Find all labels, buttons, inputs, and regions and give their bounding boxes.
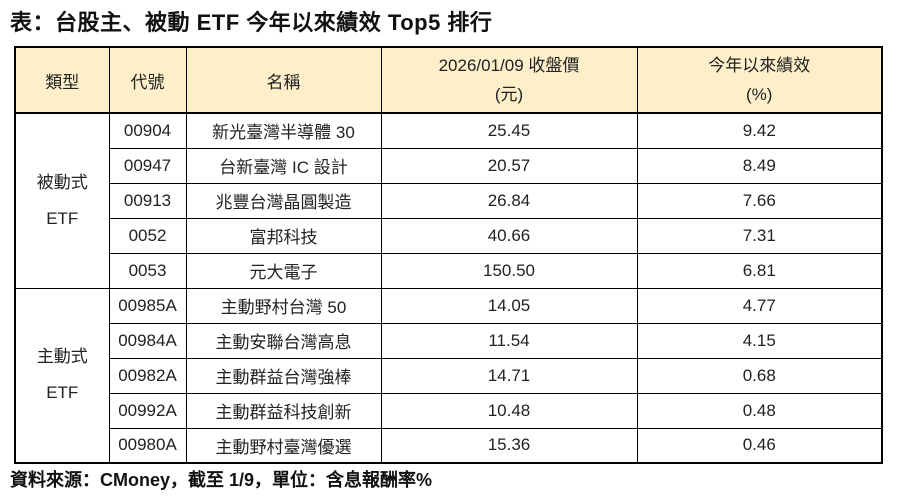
cell-name: 主動群益科技創新 bbox=[185, 392, 382, 429]
cell-price: 150.50 bbox=[380, 252, 638, 289]
header-code: 代號 bbox=[108, 46, 187, 114]
table-row: 00992A 主動群益科技創新 10.48 0.48 bbox=[15, 392, 883, 429]
cell-name: 主動野村台灣 50 bbox=[185, 287, 382, 324]
cell-name: 台新臺灣 IC 設計 bbox=[185, 147, 382, 184]
cell-name: 元大電子 bbox=[185, 252, 382, 289]
cell-code: 00913 bbox=[108, 182, 187, 219]
group-label-line1: 主動式 bbox=[36, 347, 88, 367]
cell-code: 00980A bbox=[108, 427, 187, 464]
cell-code: 0052 bbox=[108, 217, 187, 254]
cell-price: 10.48 bbox=[380, 392, 638, 429]
cell-perf: 4.15 bbox=[636, 322, 883, 359]
cell-perf: 7.66 bbox=[636, 182, 883, 219]
header-perf: 今年以來績效 (%) bbox=[636, 46, 883, 114]
cell-perf: 0.46 bbox=[636, 427, 883, 464]
cell-name: 新光臺灣半導體 30 bbox=[185, 112, 382, 149]
table-row: 00913 兆豐台灣晶圓製造 26.84 7.66 bbox=[15, 182, 883, 219]
cell-price: 14.05 bbox=[380, 287, 638, 324]
cell-name: 富邦科技 bbox=[185, 217, 382, 254]
header-perf-line1: 今年以來績效 bbox=[708, 56, 811, 75]
cell-perf: 0.48 bbox=[636, 392, 883, 429]
cell-code: 00985A bbox=[108, 287, 187, 324]
cell-price: 20.57 bbox=[380, 147, 638, 184]
table-row: 00980A 主動野村臺灣優選 15.36 0.46 bbox=[15, 427, 883, 464]
table-row: 主動式 ETF 00985A 主動野村台灣 50 14.05 4.77 bbox=[14, 287, 883, 464]
table-header-row: 類型 代號 名稱 2026/01/09 收盤價 (元) 今年以來績效 (%) bbox=[14, 46, 883, 114]
header-perf-line2: (%) bbox=[746, 85, 773, 104]
cell-price: 40.66 bbox=[380, 217, 638, 254]
cell-code: 00992A bbox=[108, 392, 187, 429]
cell-perf: 6.81 bbox=[636, 252, 883, 289]
cell-price: 11.54 bbox=[380, 322, 638, 359]
header-type: 類型 bbox=[14, 46, 110, 114]
cell-name: 主動野村臺灣優選 bbox=[185, 427, 382, 464]
group-passive-etf: 被動式 ETF bbox=[14, 112, 110, 289]
group-label-line2: ETF bbox=[46, 208, 79, 228]
table-row: 0052 富邦科技 40.66 7.31 bbox=[15, 217, 883, 254]
cell-perf: 9.42 bbox=[636, 112, 883, 149]
header-price-line2: (元) bbox=[494, 85, 524, 104]
cell-perf: 0.68 bbox=[636, 357, 883, 394]
cell-perf: 8.49 bbox=[636, 147, 883, 184]
etf-performance-table: 類型 代號 名稱 2026/01/09 收盤價 (元) 今年以來績效 (%) bbox=[14, 46, 883, 464]
cell-code: 0053 bbox=[108, 252, 187, 289]
table-row: 00947 台新臺灣 IC 設計 20.57 8.49 bbox=[15, 147, 883, 184]
cell-code: 00904 bbox=[108, 112, 187, 149]
table-row: 被動式 ETF 00904 新光臺灣半導體 30 25.45 9.42 bbox=[14, 112, 883, 289]
cell-name: 主動安聯台灣高息 bbox=[185, 322, 382, 359]
header-price-line1: 2026/01/09 收盤價 bbox=[438, 56, 580, 75]
cell-name: 主動群益台灣強棒 bbox=[185, 357, 382, 394]
cell-price: 25.45 bbox=[380, 112, 638, 149]
cell-price: 26.84 bbox=[380, 182, 638, 219]
cell-perf: 7.31 bbox=[636, 217, 883, 254]
header-price: 2026/01/09 收盤價 (元) bbox=[380, 46, 638, 114]
table-row: 00982A 主動群益台灣強棒 14.71 0.68 bbox=[15, 357, 883, 394]
cell-perf: 4.77 bbox=[636, 287, 883, 324]
cell-price: 14.71 bbox=[380, 357, 638, 394]
header-name: 名稱 bbox=[185, 46, 382, 114]
table-row: 0053 元大電子 150.50 6.81 bbox=[15, 252, 883, 289]
page-title: 表：台股主、被動 ETF 今年以來績效 Top5 排行 bbox=[10, 10, 493, 35]
group-active-etf: 主動式 ETF bbox=[14, 287, 110, 464]
group-label-line2: ETF bbox=[46, 383, 79, 403]
cell-code: 00947 bbox=[108, 147, 187, 184]
cell-name: 兆豐台灣晶圓製造 bbox=[185, 182, 382, 219]
cell-code: 00982A bbox=[108, 357, 187, 394]
cell-price: 15.36 bbox=[380, 427, 638, 464]
group-label-line1: 被動式 bbox=[36, 172, 88, 192]
table-row: 00984A 主動安聯台灣高息 11.54 4.15 bbox=[15, 322, 883, 359]
data-source-note: 資料來源：CMoney，截至 1/9，單位：含息報酬率% bbox=[10, 470, 433, 490]
cell-code: 00984A bbox=[108, 322, 187, 359]
